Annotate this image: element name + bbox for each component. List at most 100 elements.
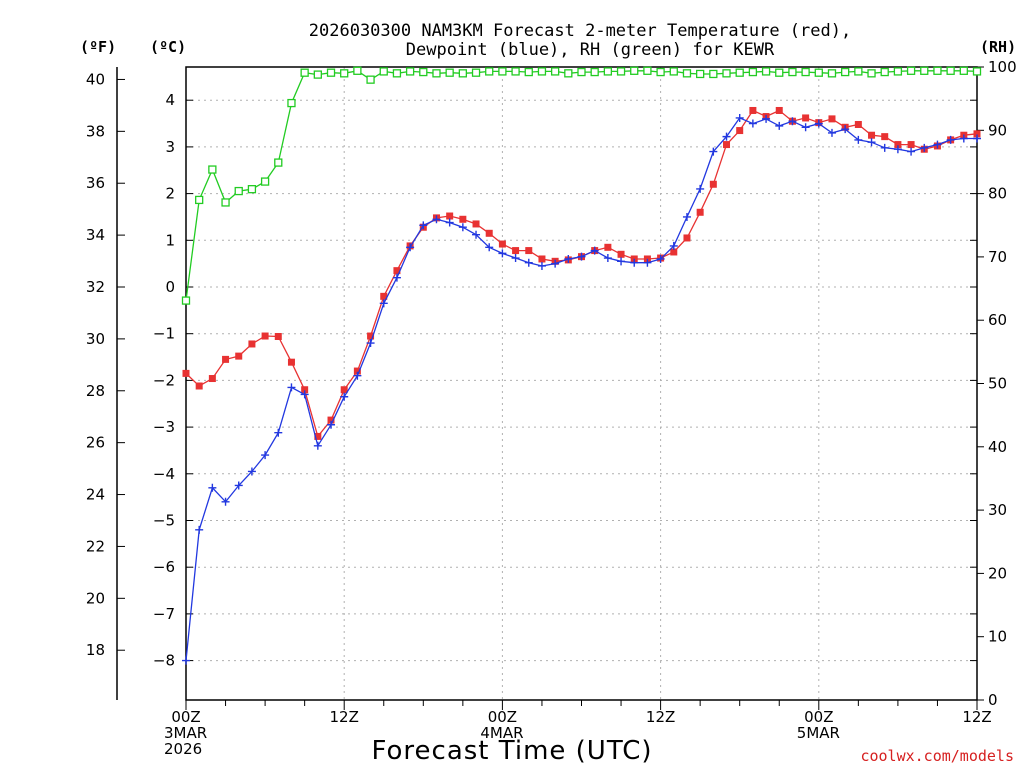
rh-point xyxy=(867,69,876,78)
dewpoint-point xyxy=(274,428,283,437)
temperature-point xyxy=(525,247,533,255)
rh-point xyxy=(274,158,283,167)
celsius-tick-label: 4 xyxy=(165,91,175,109)
celsius-tick-label: −6 xyxy=(153,558,175,576)
rh-point xyxy=(709,69,718,79)
temperature-point xyxy=(459,215,467,223)
rh-point xyxy=(511,67,520,76)
celsius-tick-label: −3 xyxy=(153,418,175,436)
dewpoint-point xyxy=(827,128,836,137)
dewpoint-point xyxy=(801,123,810,132)
fahrenheit-tick-label: 32 xyxy=(86,278,105,296)
dewpoint-point xyxy=(287,383,296,392)
dewpoint-point xyxy=(511,254,520,263)
temperature-point xyxy=(723,141,731,149)
dewpoint-point xyxy=(406,243,415,252)
dewpoint-point xyxy=(208,483,217,492)
dewpoint-point xyxy=(379,299,388,308)
dewpoint-point xyxy=(458,223,467,232)
x-tick-label: 4MAR xyxy=(480,724,523,742)
dewpoint-point xyxy=(880,143,889,152)
rh-point xyxy=(814,68,823,77)
dewpoint-point xyxy=(709,147,718,156)
dewpoint-point xyxy=(551,259,560,268)
rh-point xyxy=(630,66,639,75)
temperature-point xyxy=(380,292,388,300)
x-tick-label: 2026 xyxy=(164,740,202,758)
temperature-point xyxy=(512,247,520,255)
rh-point xyxy=(313,70,322,79)
rh-tick-label: 50 xyxy=(988,375,1007,393)
rh-point xyxy=(590,67,599,77)
temperature-point xyxy=(854,120,862,128)
temperature-point xyxy=(367,332,375,340)
celsius-tick-label: −8 xyxy=(153,652,175,670)
data-series xyxy=(181,66,982,665)
dewpoint-point xyxy=(973,134,981,143)
rh-unit-label: (RH) xyxy=(980,38,1016,56)
series-line-rh xyxy=(185,70,978,301)
rh-point xyxy=(405,67,415,76)
temperature-point xyxy=(472,220,480,228)
temperature-point xyxy=(222,355,230,363)
dewpoint-point xyxy=(182,656,190,665)
temperature-point xyxy=(195,382,203,390)
rh-tick-label: 40 xyxy=(988,438,1007,456)
rh-tick-label: 30 xyxy=(988,501,1007,519)
temperature-point xyxy=(182,369,190,377)
temperature-point xyxy=(393,267,401,275)
temperature-point xyxy=(353,367,361,375)
dewpoint-point xyxy=(472,230,481,239)
x-tick-label: 3MAR xyxy=(164,724,207,742)
temperature-point xyxy=(907,141,915,149)
dewpoint-point xyxy=(735,113,744,122)
dewpoint-point xyxy=(261,451,270,460)
temperature-point xyxy=(340,386,348,394)
rh-point xyxy=(735,68,744,77)
x-axis-label: Forecast Time (UTC) xyxy=(371,736,652,766)
rh-tick-label: 70 xyxy=(988,248,1007,266)
fahrenheit-tick-label: 22 xyxy=(86,537,105,555)
dewpoint-point xyxy=(313,441,322,450)
rh-point xyxy=(471,68,481,77)
rh-point xyxy=(208,165,217,174)
rh-point xyxy=(458,69,468,78)
fahrenheit-tick-label: 40 xyxy=(86,70,105,88)
dewpoint-point xyxy=(748,119,757,128)
dewpoint-point xyxy=(195,525,204,534)
rh-point xyxy=(287,98,296,108)
x-tick-label: 12Z xyxy=(330,708,359,726)
celsius-tick-label: 2 xyxy=(165,185,175,203)
rh-point xyxy=(972,67,982,76)
celsius-tick-label: 0 xyxy=(165,278,175,296)
dewpoint-point xyxy=(722,132,731,141)
temperature-point xyxy=(235,352,243,360)
dewpoint-point xyxy=(327,420,336,429)
temperature-point xyxy=(261,332,269,340)
dewpoint-point xyxy=(366,339,375,348)
x-tick-label: 00Z xyxy=(804,708,833,726)
celsius-tick-label: −1 xyxy=(153,325,175,343)
rh-point xyxy=(498,67,507,76)
rh-point xyxy=(524,67,533,77)
rh-point xyxy=(366,75,375,84)
x-tick-label: 5MAR xyxy=(797,724,840,742)
dewpoint-point xyxy=(485,243,494,252)
rh-point xyxy=(616,67,626,76)
celsius-tick-label: 3 xyxy=(165,138,175,156)
x-tick-label: 12Z xyxy=(646,708,675,726)
temperature-point xyxy=(274,332,282,340)
rh-tick-label: 10 xyxy=(988,628,1007,646)
celsius-tick-label: −4 xyxy=(153,465,175,483)
celsius-tick-label: 1 xyxy=(165,231,175,249)
temperature-point xyxy=(446,212,454,220)
rh-tick-labels: 0 10 20 30 40 50 60 70 80 90 100 xyxy=(988,58,1017,709)
rh-point xyxy=(195,195,204,205)
fahrenheit-tick-labels: 18 20 22 24 26 28 30 32 34 36 38 40 xyxy=(86,70,105,659)
rh-point xyxy=(550,67,560,76)
temperature-point xyxy=(538,255,546,263)
dewpoint-point xyxy=(854,135,863,144)
dewpoint-point xyxy=(933,140,942,149)
dewpoint-point xyxy=(788,117,797,126)
